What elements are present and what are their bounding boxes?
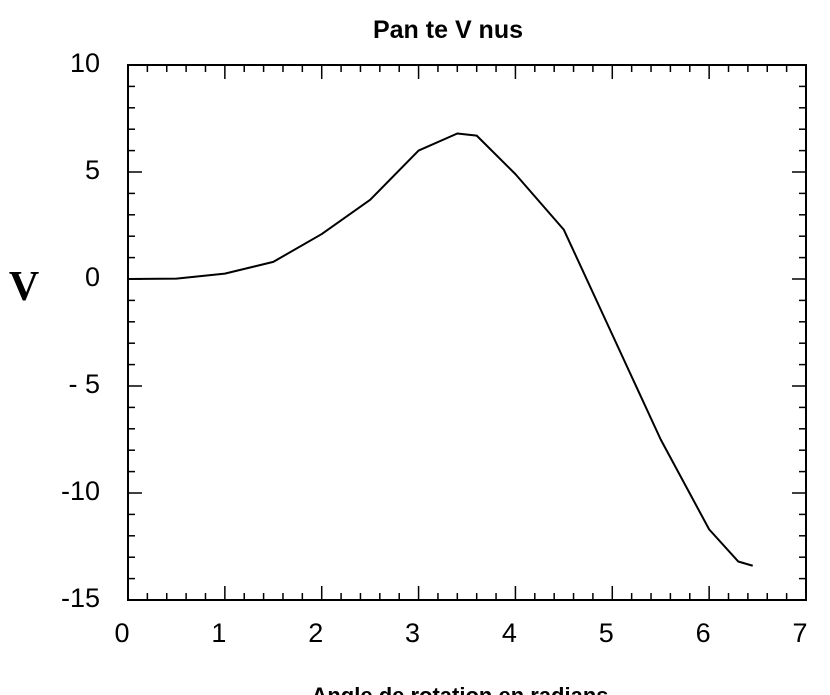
x-tick-label: 5 (599, 618, 614, 648)
plot-frame (127, 64, 807, 601)
x-tick-label: 1 (211, 618, 226, 648)
x-tick-label: 2 (308, 618, 323, 648)
y-tick-label: 0 (85, 262, 100, 292)
data-line (127, 132, 754, 567)
y-tick-label: -15 (61, 583, 100, 613)
x-tick-label: 4 (502, 618, 517, 648)
x-tick-label: 0 (114, 618, 129, 648)
y-tick-label: -10 (61, 476, 100, 506)
y-axis-label: V (9, 264, 39, 310)
x-tick-label: 7 (792, 618, 807, 648)
x-axis-label: Angle de rotation en radians (311, 683, 608, 695)
y-tick-label: 10 (70, 48, 100, 78)
chart-title: Pan te V nus (373, 16, 523, 44)
x-tick-label: 3 (405, 618, 420, 648)
y-tick-label: 5 (85, 155, 100, 185)
x-tick-label: 6 (696, 618, 711, 648)
y-tick-label: - 5 (68, 369, 100, 399)
